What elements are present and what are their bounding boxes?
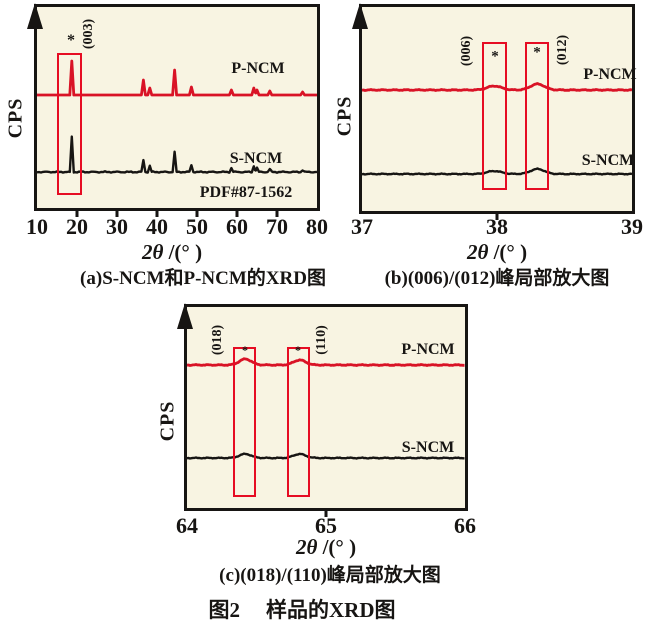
x-tick-label: 64 xyxy=(176,513,198,538)
x-tick-mark xyxy=(75,211,79,217)
figure-title-text: 样品的XRD图 xyxy=(266,598,396,622)
panel-b-y-axis-label: CPS xyxy=(333,95,356,137)
panel-b-plot-area: P-NCM S-NCM (006) * * (012) xyxy=(352,3,637,220)
asterisk-marker: * xyxy=(533,44,541,61)
xrd-curve-P-NCM xyxy=(37,59,317,97)
panel-a-plot-area: P-NCM S-NCM PDF#87-1562 * (003) xyxy=(27,3,320,217)
y-axis-arrow-icon xyxy=(352,3,368,29)
series-label-P-NCM: P-NCM xyxy=(583,66,637,83)
highlight-box-2 xyxy=(524,42,549,190)
two-theta-symbol: 2θ xyxy=(295,535,318,559)
x-tick-label: 10 xyxy=(26,214,48,239)
hkl-label-(110): (110) xyxy=(314,325,329,355)
x-tick-label: 40 xyxy=(146,214,168,239)
panel-c-caption: (c)(018)/(110)峰局部放大图 xyxy=(219,565,441,586)
x-tick-mark xyxy=(495,214,499,220)
x-tick-mark xyxy=(275,211,279,217)
xrd-curve-S-NCM xyxy=(362,167,632,176)
hkl-label-(012): (012) xyxy=(555,34,570,66)
hkl-label-(003): (003) xyxy=(81,18,96,50)
two-theta-symbol: 2θ xyxy=(141,240,164,264)
panel-a-x-axis-label: 2θ /(° ) xyxy=(142,240,202,265)
x-tick-label: 38 xyxy=(486,214,508,239)
degree-unit: /(° ) xyxy=(488,240,528,264)
panel-a-caption: (a)S-NCM和P-NCM的XRD图 xyxy=(80,268,326,289)
asterisk-marker: * xyxy=(67,32,75,49)
x-tick-label: 60 xyxy=(226,214,248,239)
y-axis-arrow-icon xyxy=(27,3,43,29)
y-axis-arrow-icon xyxy=(177,303,193,329)
series-label-S-NCM: S-NCM xyxy=(401,439,455,456)
x-tick-mark xyxy=(115,211,119,217)
x-tick-label: 20 xyxy=(66,214,88,239)
two-theta-symbol: 2θ xyxy=(466,240,489,264)
series-label-S-NCM: S-NCM xyxy=(581,152,635,169)
degree-unit: /(° ) xyxy=(163,240,203,264)
x-tick-label: 65 xyxy=(315,513,337,538)
highlight-box-1 xyxy=(232,347,257,497)
degree-unit: /(° ) xyxy=(317,535,357,559)
xrd-curve-P-NCM xyxy=(362,82,632,92)
highlight-box-1 xyxy=(57,53,83,195)
x-tick-label: 50 xyxy=(186,214,208,239)
pdf-reference-label: PDF#87-1562 xyxy=(199,184,293,201)
x-tick-mark xyxy=(195,211,199,217)
asterisk-marker: * xyxy=(295,343,301,357)
xrd-curve-P-NCM xyxy=(187,357,465,367)
x-tick-mark xyxy=(155,211,159,217)
panel-b-caption: (b)(006)/(012)峰局部放大图 xyxy=(384,268,610,289)
x-tick-mark xyxy=(235,211,239,217)
panel-c-y-axis-label: CPS xyxy=(156,400,179,442)
x-tick-label: 39 xyxy=(621,214,643,239)
xrd-curve-S-NCM xyxy=(37,135,317,174)
panel-b-x-axis-label: 2θ /(° ) xyxy=(467,240,527,265)
series-label-P-NCM: P-NCM xyxy=(401,341,455,358)
panel-b-curves xyxy=(362,82,632,176)
figure-number: 图2 xyxy=(208,598,241,622)
asterisk-marker: * xyxy=(491,48,499,65)
panel-a-y-axis-label: CPS xyxy=(4,97,27,139)
x-tick-label: 66 xyxy=(454,513,476,538)
panel-c-x-axis-label: 2θ /(° ) xyxy=(296,535,356,560)
series-label-S-NCM: S-NCM xyxy=(229,150,283,167)
hkl-label-(018): (018) xyxy=(210,324,225,356)
x-tick-label: 37 xyxy=(351,214,373,239)
hkl-label-(006): (006) xyxy=(459,35,474,67)
x-tick-mark xyxy=(324,511,328,517)
figure-title: 图2 样品的XRD图 xyxy=(209,594,396,624)
x-tick-label: 30 xyxy=(106,214,128,239)
x-tick-label: 80 xyxy=(306,214,328,239)
series-label-P-NCM: P-NCM xyxy=(231,60,285,77)
highlight-box-2 xyxy=(287,347,310,497)
panel-c-plot-area: P-NCM S-NCM (018) * (110) * xyxy=(177,303,468,517)
highlight-box-1 xyxy=(482,42,507,190)
x-tick-label: 70 xyxy=(266,214,288,239)
asterisk-marker: * xyxy=(242,343,248,357)
panel-a-curves xyxy=(37,59,317,174)
